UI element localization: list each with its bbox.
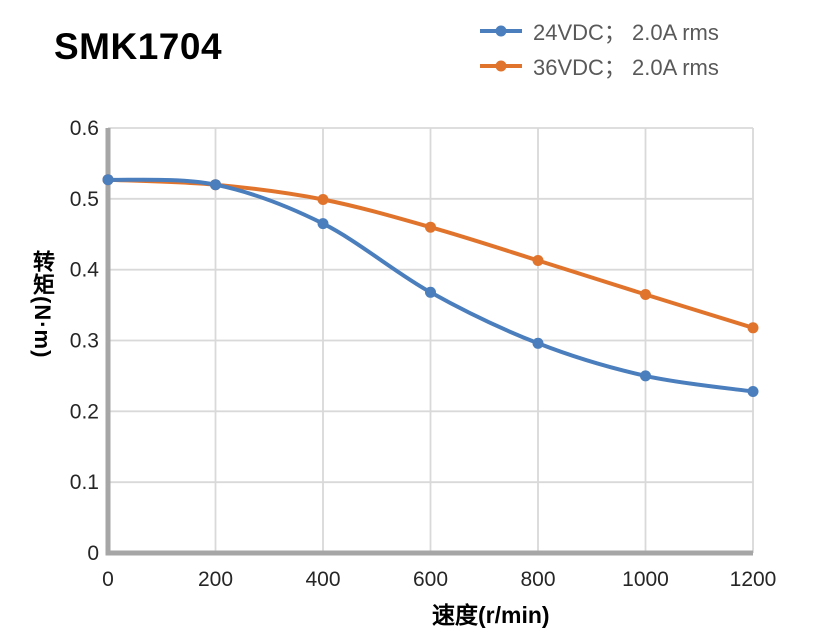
legend-item-24vdc: 24VDC； 2.0A rms — [478, 18, 719, 45]
data-point-marker — [210, 179, 221, 191]
legend: 24VDC； 2.0A rms 36VDC； 2.0A rms — [478, 18, 719, 80]
data-point-marker — [425, 286, 436, 298]
x-tick-label: 0 — [102, 568, 114, 591]
y-tick-label: 0.5 — [70, 188, 99, 211]
data-point-marker — [102, 174, 114, 186]
data-point-marker — [747, 386, 759, 397]
data-point-marker — [640, 289, 651, 300]
data-point-marker — [532, 255, 544, 266]
x-tick-label: 400 — [305, 568, 340, 591]
data-point-marker — [532, 337, 544, 349]
chart-title: SMK1704 — [54, 26, 223, 67]
data-point-marker — [317, 218, 329, 230]
data-point-marker — [425, 221, 436, 233]
legend-label: 36VDC； 2.0A rms — [533, 55, 719, 80]
y-tick-label: 0.6 — [70, 117, 99, 140]
data-point-marker — [640, 370, 651, 382]
y-tick-label: 0.3 — [70, 330, 99, 353]
line-dot-marker-icon — [480, 60, 522, 72]
line-dot-marker-icon — [480, 25, 522, 37]
y-tick-label: 0.2 — [70, 400, 99, 423]
x-axis-label: 速度(r/min) — [432, 602, 550, 628]
data-point-marker — [317, 194, 329, 205]
legend-item-36vdc: 36VDC； 2.0A rms — [478, 53, 719, 80]
data-point-marker — [747, 322, 759, 334]
y-tick-label: 0.1 — [70, 471, 99, 494]
x-tick-label: 800 — [520, 568, 555, 591]
y-tick-label: 0.4 — [70, 259, 100, 282]
x-tick-label: 1000 — [622, 568, 669, 591]
y-tick-label: 0 — [87, 542, 99, 565]
y-axis-label: 转矩(N·m) — [30, 250, 55, 359]
legend-label: 24VDC； 2.0A rms — [533, 20, 719, 45]
x-tick-label: 600 — [413, 568, 448, 591]
x-tick-label: 1200 — [730, 568, 777, 591]
x-tick-label: 200 — [198, 568, 233, 591]
